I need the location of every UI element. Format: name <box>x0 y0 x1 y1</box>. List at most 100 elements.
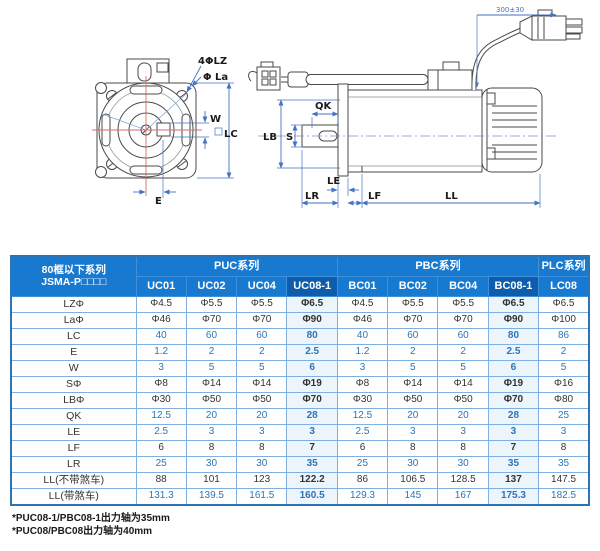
table-cell: Φ30 <box>135 392 187 409</box>
flange-plate <box>337 83 349 177</box>
table-cell: Φ19 <box>487 376 540 393</box>
dim-label-holes: 4ΦLZ <box>198 56 227 67</box>
table-cell: 3 <box>185 424 238 441</box>
column-header-uc01: UC01 <box>135 276 187 297</box>
table-corner-header: 80框以下系列 JSMA-P□□□□ <box>10 255 137 297</box>
table-cell: 3 <box>437 424 489 441</box>
row-label: E <box>10 344 137 361</box>
table-cell: Φ100 <box>538 312 590 329</box>
series-group-header: PUC系列 <box>135 255 338 277</box>
table-row: LBΦ Φ30 Φ50 Φ50 Φ70 Φ30 Φ50 Φ50 Φ70 Φ80 <box>10 392 590 409</box>
terminal-housing <box>126 58 170 84</box>
spec-table: 80框以下系列 JSMA-P□□□□ PUC系列 PBC系列 PLC系列 UC01 UC02… <box>10 255 590 506</box>
dim-label-lf: LF <box>368 191 381 202</box>
table-cell: 1.2 <box>336 344 389 361</box>
table-row: LF 6 8 8 7 6 8 8 7 8 <box>10 440 590 457</box>
column-header-bc01: BC01 <box>336 276 389 297</box>
table-row: LL(不带煞车) 88 101 123 122.2 86 106.5 128.5 137 147.… <box>10 472 590 489</box>
cable-gland <box>427 61 473 91</box>
table-cell: Φ70 <box>387 312 439 329</box>
table-cell: 145 <box>387 488 439 506</box>
table-cell: Φ80 <box>538 392 590 409</box>
table-cell: 6 <box>487 360 540 377</box>
table-cell: 20 <box>236 408 288 425</box>
row-label: W <box>10 360 137 377</box>
front-view: 4ΦLZ Φ La LC W E <box>92 56 238 207</box>
table-cell: 2 <box>185 344 238 361</box>
table-cell: Φ8 <box>135 376 187 393</box>
table-cell: 5 <box>236 360 288 377</box>
table-cell: 8 <box>437 440 489 457</box>
table-cell: 161.5 <box>236 488 288 506</box>
table-row: SΦ Φ8 Φ14 Φ14 Φ19 Φ8 Φ14 Φ14 Φ19 Φ16 <box>10 376 590 393</box>
row-label: SΦ <box>10 376 137 393</box>
table-row: LR 25 30 30 35 25 30 30 35 35 <box>10 456 590 473</box>
table-cell: 35 <box>286 456 338 473</box>
table-header: 80框以下系列 JSMA-P□□□□ PUC系列 PBC系列 PLC系列 UC01 UC02… <box>10 255 590 297</box>
table-cell: 101 <box>185 472 238 489</box>
table-cell: 3 <box>286 424 338 441</box>
table-cell: Φ14 <box>437 376 489 393</box>
table-cell: 7 <box>487 440 540 457</box>
mounting-holes <box>95 82 188 178</box>
encoder-connector <box>248 61 429 91</box>
table-cell: 5 <box>387 360 439 377</box>
table-cell: Φ6.5 <box>286 296 338 313</box>
column-header-bc02: BC02 <box>387 276 439 297</box>
table-cell: 28 <box>286 408 338 425</box>
table-cell: 25 <box>336 456 389 473</box>
table-cell: 3 <box>387 424 439 441</box>
table-cell: 5 <box>437 360 489 377</box>
table-cell: Φ90 <box>487 312 540 329</box>
table-cell: Φ46 <box>336 312 389 329</box>
table-cell: 2 <box>387 344 439 361</box>
table-cell: 137 <box>487 472 540 489</box>
dim-label-lb: LB <box>263 132 277 143</box>
table-cell: 6 <box>135 440 187 457</box>
table-cell: 30 <box>236 456 288 473</box>
table-cell: 25 <box>135 456 187 473</box>
table-cell: 30 <box>185 456 238 473</box>
row-label: LF <box>10 440 137 457</box>
table-cell: Φ90 <box>286 312 338 329</box>
table-cell: 3 <box>538 424 590 441</box>
table-cell: 40 <box>336 328 389 345</box>
column-header-lc08: LC08 <box>538 276 590 297</box>
row-label: LE <box>10 424 137 441</box>
table-cell: 147.5 <box>538 472 590 489</box>
table-cell: 86 <box>336 472 389 489</box>
table-cell: 20 <box>437 408 489 425</box>
table-cell: Φ5.5 <box>185 296 238 313</box>
table-cell: 3 <box>336 360 389 377</box>
table-cell: 20 <box>185 408 238 425</box>
table-cell: Φ50 <box>185 392 238 409</box>
table-cell: 131.3 <box>135 488 187 506</box>
table-cell: 160.5 <box>286 488 338 506</box>
column-header-uc04: UC04 <box>236 276 288 297</box>
table-cell: Φ19 <box>286 376 338 393</box>
dim-label-e: E <box>155 196 162 207</box>
table-cell: Φ14 <box>185 376 238 393</box>
table-cell: Φ4.5 <box>336 296 389 313</box>
footnotes: *PUC08-1/PBC08-1出力轴为35mm *PUC08/PBC08出力轴为… <box>12 512 170 538</box>
table-cell: Φ50 <box>236 392 288 409</box>
table-cell: 5 <box>185 360 238 377</box>
row-label: LZΦ <box>10 296 137 313</box>
dim-label-cable-length: 300±30 <box>496 6 524 14</box>
row-label: LBΦ <box>10 392 137 409</box>
table-cell: Φ30 <box>336 392 389 409</box>
encoder-cable <box>305 74 429 85</box>
table-cell: 12.5 <box>336 408 389 425</box>
table-cell: Φ14 <box>236 376 288 393</box>
column-header-bc04: BC04 <box>437 276 489 297</box>
table-cell: 2.5 <box>286 344 338 361</box>
motor-dimension-drawing: 4ΦLZ Φ La LC W E <box>92 6 583 208</box>
table-cell: 2.5 <box>336 424 389 441</box>
side-view: 300±30 QK LB S LE LR LF LL <box>248 6 583 208</box>
table-cell: 2 <box>437 344 489 361</box>
table-row: E 1.2 2 2 2.5 1.2 2 2 2.5 2 <box>10 344 590 361</box>
row-label: LL(带煞车) <box>10 488 137 506</box>
dim-label-w: W <box>210 114 221 125</box>
table-cell: 6 <box>336 440 389 457</box>
table-row: LL(带煞车) 131.3 139.5 161.5 160.5 129.3 145 167 17… <box>10 488 590 506</box>
